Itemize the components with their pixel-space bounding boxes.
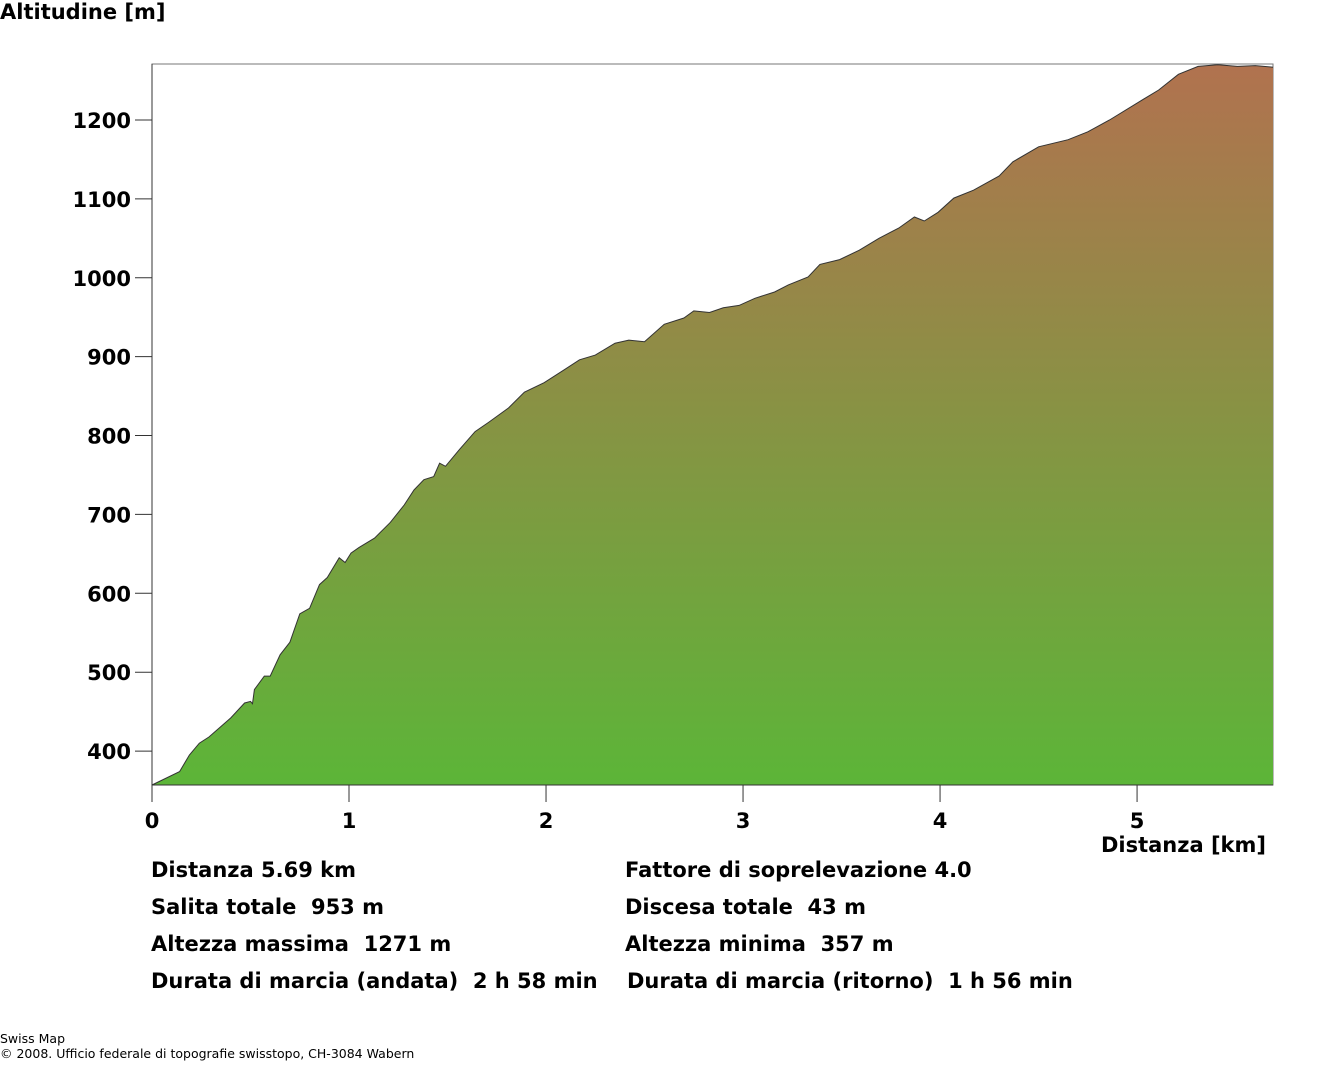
x-tick-label: 4 [933, 809, 948, 833]
stat-descent: Discesa totale 43 m [625, 895, 866, 919]
x-tick-label: 2 [539, 809, 554, 833]
y-tick-label: 900 [87, 346, 131, 370]
stat-duration-back: Durata di marcia (ritorno) 1 h 56 min [627, 969, 1073, 993]
stat-ascent: Salita totale 953 m [151, 895, 384, 919]
footer-copyright: © 2008. Ufficio federale di topografie s… [0, 1046, 415, 1061]
y-tick-label: 1000 [73, 267, 131, 291]
y-tick-label: 800 [87, 425, 131, 449]
y-tick-label: 1200 [73, 109, 131, 133]
footer-title: Swiss Map [0, 1031, 66, 1046]
y-tick-label: 1100 [73, 188, 131, 212]
y-axis-label: Altitudine [m] [0, 0, 166, 24]
stat-distance: Distanza 5.69 km [151, 858, 356, 882]
elevation-profile-line [151, 64, 1274, 786]
x-tick-label: 3 [736, 809, 751, 833]
stat-exaggeration: Fattore di soprelevazione 4.0 [625, 858, 972, 882]
x-axis-label: Distanza [km] [1101, 833, 1266, 857]
stat-min-altitude: Altezza minima 357 m [625, 932, 894, 956]
y-tick-label: 400 [87, 740, 131, 764]
stat-max-altitude: Altezza massima 1271 m [151, 932, 452, 956]
x-tick-label: 5 [1130, 809, 1145, 833]
elevation-area [152, 64, 1273, 786]
x-tick-label: 1 [342, 809, 357, 833]
x-tick-label: 0 [145, 809, 160, 833]
y-tick-label: 700 [87, 503, 131, 527]
elevation-chart: 400 500 600 700 800 900 1000 1100 1200 0 1 2 3 4 5Dist… [73, 63, 1274, 857]
y-tick-label: 600 [87, 582, 131, 606]
stat-duration-out: Durata di marcia (andata) 2 h 58 min [151, 969, 598, 993]
y-tick-label: 500 [87, 661, 131, 685]
